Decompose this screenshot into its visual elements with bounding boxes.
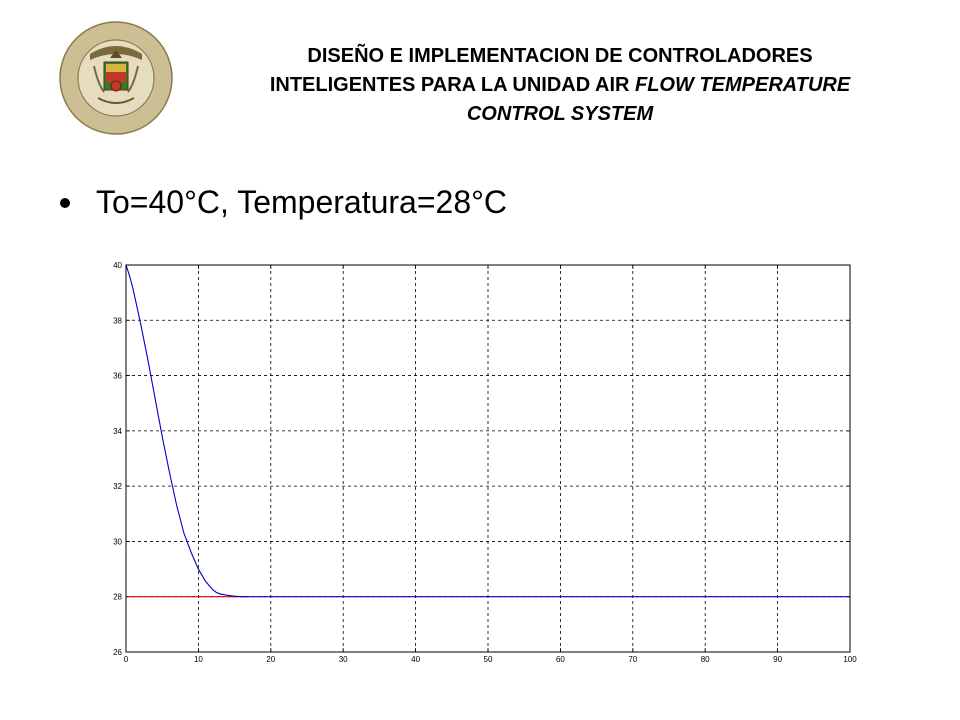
title-line-2-italic: FLOW TEMPERATURE	[635, 74, 851, 96]
x-tick-label: 10	[194, 655, 203, 664]
slide-title: DISEÑO E IMPLEMENTACION DE CONTROLADORES…	[220, 42, 900, 129]
y-tick-label: 34	[113, 427, 122, 436]
x-tick-label: 60	[556, 655, 565, 664]
x-tick-label: 90	[773, 655, 782, 664]
bullet-item: To=40°C, Temperatura=28°C	[60, 180, 860, 224]
temperature-response-chart: 0 10 20 30 40 50 60 70 80 90 100 26 28 30 32 34 36 38 40	[113, 261, 857, 664]
title-line-1: DISEÑO E IMPLEMENTACION DE CONTROLADORES	[307, 45, 813, 67]
x-tick-label: 100	[843, 655, 857, 664]
x-tick-label: 80	[701, 655, 710, 664]
x-tick-label: 20	[266, 655, 275, 664]
y-tick-label: 38	[113, 316, 122, 325]
y-tick-label: 28	[113, 593, 122, 602]
y-tick-label: 30	[113, 537, 122, 546]
y-tick-label: 40	[113, 261, 122, 270]
y-tick-label: 26	[113, 648, 122, 657]
y-tick-label: 32	[113, 482, 122, 491]
plot-frame	[125, 264, 851, 653]
title-line-2: INTELIGENTES PARA LA UNIDAD AIR FLOW TEM…	[220, 71, 900, 100]
university-seal-logo	[59, 21, 173, 135]
x-tick-label: 70	[628, 655, 637, 664]
bullet-dot-icon	[60, 198, 70, 208]
x-tick-label: 0	[124, 655, 129, 664]
y-tick-label: 36	[113, 372, 122, 381]
bullet-text: To=40°C, Temperatura=28°C	[96, 184, 508, 220]
x-tick-label: 30	[339, 655, 348, 664]
x-tick-label: 40	[411, 655, 420, 664]
title-line-3: CONTROL SYSTEM	[466, 103, 654, 125]
temperature-response-line	[125, 264, 850, 598]
title-line-2-plain: INTELIGENTES PARA LA UNIDAD AIR	[269, 74, 635, 96]
x-tick-label: 50	[484, 655, 493, 664]
